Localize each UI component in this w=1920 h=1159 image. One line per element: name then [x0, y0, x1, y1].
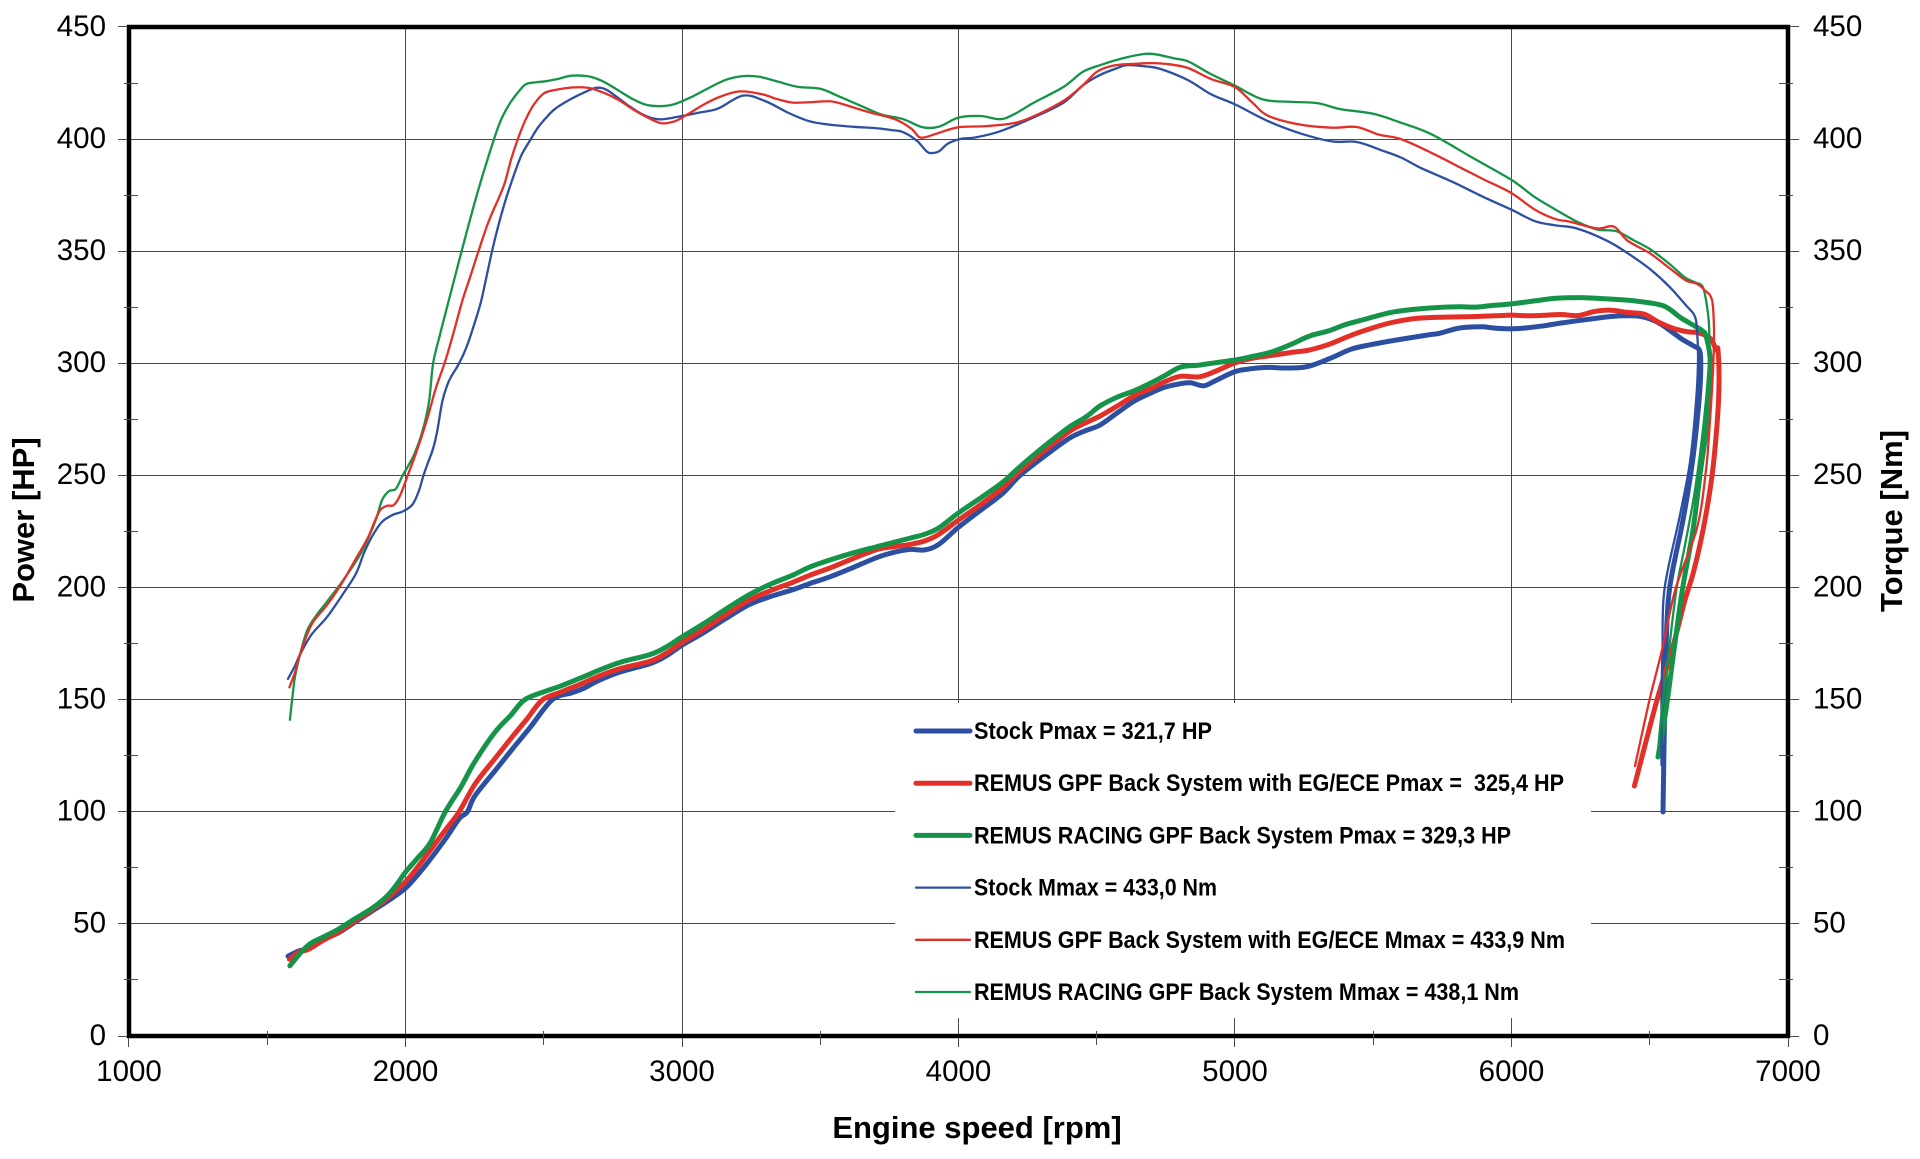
svg-text:400: 400: [1813, 122, 1862, 155]
svg-text:2000: 2000: [373, 1055, 439, 1088]
svg-text:Power [HP]: Power [HP]: [6, 437, 41, 602]
svg-text:3000: 3000: [649, 1055, 715, 1088]
svg-text:5000: 5000: [1202, 1055, 1268, 1088]
svg-text:100: 100: [1813, 795, 1862, 828]
svg-text:6000: 6000: [1479, 1055, 1545, 1088]
svg-text:400: 400: [57, 122, 106, 155]
svg-text:1000: 1000: [96, 1055, 162, 1088]
svg-text:300: 300: [1813, 346, 1862, 379]
svg-text:150: 150: [57, 682, 106, 715]
svg-text:200: 200: [1813, 570, 1862, 603]
svg-text:Stock Mmax = 433,0 Nm: Stock Mmax = 433,0 Nm: [974, 875, 1217, 902]
svg-text:REMUS GPF Back System with EG/: REMUS GPF Back System with EG/ECE Pmax =…: [974, 770, 1564, 797]
svg-text:300: 300: [57, 346, 106, 379]
svg-text:50: 50: [73, 907, 106, 940]
svg-text:450: 450: [1813, 10, 1862, 43]
svg-text:200: 200: [57, 570, 106, 603]
svg-text:450: 450: [57, 10, 106, 43]
svg-text:100: 100: [57, 795, 106, 828]
svg-text:REMUS RACING GPF Back System P: REMUS RACING GPF Back System Pmax = 329,…: [974, 822, 1511, 849]
svg-text:350: 350: [1813, 234, 1862, 267]
svg-text:Stock Pmax = 321,7 HP: Stock Pmax = 321,7 HP: [974, 718, 1212, 745]
svg-text:250: 250: [57, 458, 106, 491]
svg-text:REMUS GPF Back System with EG/: REMUS GPF Back System with EG/ECE Mmax =…: [974, 927, 1565, 954]
svg-text:Engine speed [rpm]: Engine speed [rpm]: [832, 1110, 1121, 1145]
svg-text:REMUS RACING GPF Back System M: REMUS RACING GPF Back System Mmax = 438,…: [974, 979, 1519, 1006]
svg-text:7000: 7000: [1755, 1055, 1821, 1088]
svg-text:350: 350: [57, 234, 106, 267]
svg-text:0: 0: [1813, 1019, 1829, 1052]
svg-text:150: 150: [1813, 682, 1862, 715]
svg-text:0: 0: [90, 1019, 106, 1052]
svg-text:250: 250: [1813, 458, 1862, 491]
svg-text:4000: 4000: [926, 1055, 992, 1088]
svg-text:50: 50: [1813, 907, 1846, 940]
svg-text:Torque [Nm]: Torque [Nm]: [1874, 430, 1909, 612]
